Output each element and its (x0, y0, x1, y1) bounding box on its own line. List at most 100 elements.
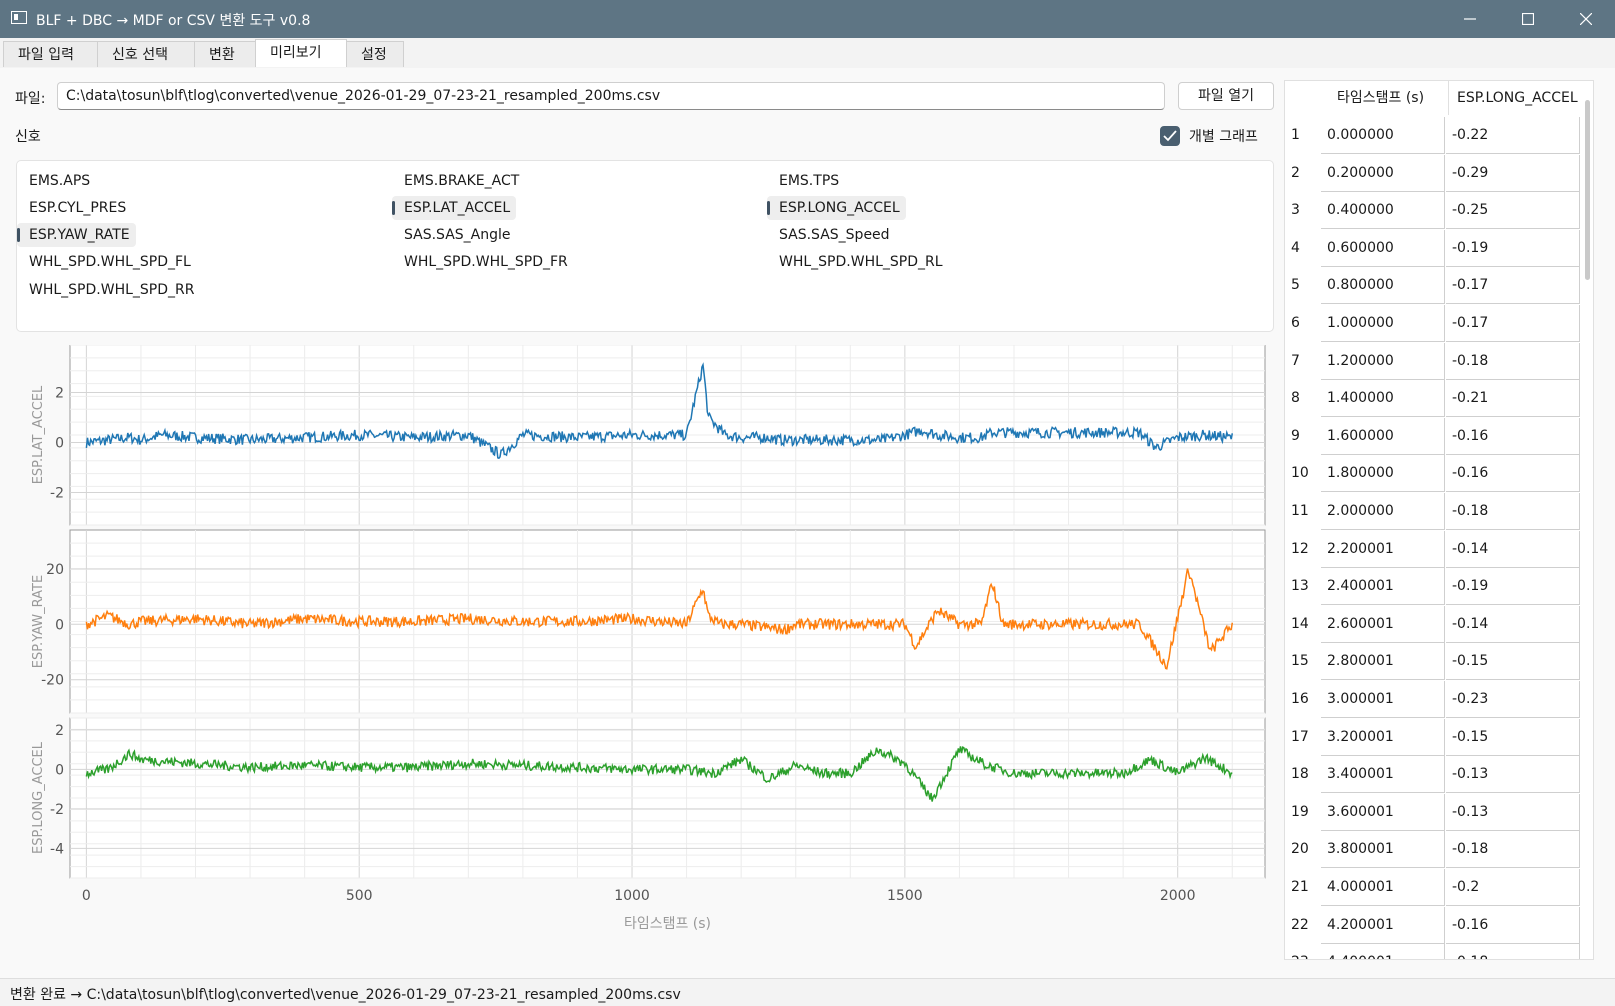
table-row[interactable]: 13 2.400001 -0.19 (1285, 568, 1581, 606)
table-row[interactable]: 8 1.400000 -0.21 (1285, 380, 1581, 418)
cell-long-accel[interactable]: -0.18 (1446, 493, 1580, 530)
cell-timestamp[interactable]: 3.600001 (1321, 793, 1445, 831)
cell-long-accel[interactable]: -0.17 (1446, 267, 1580, 305)
cell-timestamp[interactable]: 4.000001 (1321, 869, 1445, 906)
cell-long-accel[interactable]: -0.16 (1446, 455, 1580, 493)
row-index: 16 (1291, 691, 1309, 707)
table-scrollbar[interactable] (1585, 100, 1590, 280)
cell-long-accel[interactable]: -0.14 (1446, 605, 1580, 643)
cell-long-accel[interactable]: -0.19 (1446, 229, 1580, 267)
cell-timestamp[interactable]: 2.800001 (1321, 643, 1445, 681)
table-header-timestamp[interactable]: 타임스탬프 (s) (1337, 90, 1425, 106)
cell-long-accel[interactable]: -0.13 (1446, 756, 1580, 794)
cell-long-accel[interactable]: -0.16 (1446, 417, 1580, 455)
maximize-button[interactable] (1499, 0, 1557, 38)
table-row[interactable]: 10 1.800000 -0.16 (1285, 455, 1581, 493)
cell-long-accel[interactable]: -0.29 (1446, 154, 1580, 192)
signal-item[interactable]: ESP.CYL_PRES (29, 200, 127, 216)
cell-timestamp[interactable]: 2.400001 (1321, 568, 1445, 606)
table-row[interactable]: 19 3.600001 -0.13 (1285, 793, 1581, 832)
signal-item[interactable]: SAS.SAS_Speed (779, 227, 890, 243)
data-table[interactable]: 타임스탬프 (s) ESP.LONG_ACCEL 1 0.000000 -0.22 2… (1284, 80, 1594, 960)
table-row[interactable]: 11 2.000000 -0.18 (1285, 493, 1581, 531)
cell-timestamp[interactable]: 0.600000 (1321, 229, 1445, 267)
cell-long-accel[interactable]: -0.13 (1446, 793, 1580, 831)
cell-timestamp[interactable]: 4.400001 (1321, 944, 1445, 959)
cell-long-accel[interactable]: -0.18 (1446, 342, 1580, 380)
cell-timestamp[interactable]: 3.200001 (1321, 718, 1445, 756)
table-row[interactable]: 1 0.000000 -0.22 (1285, 117, 1581, 155)
cell-timestamp[interactable]: 2.200001 (1321, 530, 1445, 568)
signal-item[interactable]: WHL_SPD.WHL_SPD_RR (29, 282, 195, 298)
preview-plots[interactable]: 20-2ESP.LAT_ACCEL200-20ESP.YAW_RATE20-2-… (0, 345, 1275, 955)
signal-item-selected[interactable]: ESP.YAW_RATE (17, 223, 136, 247)
tab-preview[interactable]: 미리보기 (255, 39, 347, 67)
cell-long-accel[interactable]: -0.15 (1446, 643, 1580, 681)
cell-timestamp[interactable]: 1.400000 (1321, 380, 1445, 418)
cell-timestamp[interactable]: 1.000000 (1321, 305, 1445, 342)
cell-timestamp[interactable]: 3.400001 (1321, 756, 1445, 794)
cell-long-accel[interactable]: -0.23 (1446, 681, 1580, 718)
cell-long-accel[interactable]: -0.16 (1446, 906, 1580, 944)
cell-timestamp[interactable]: 2.000000 (1321, 493, 1445, 530)
table-row[interactable]: 14 2.600001 -0.14 (1285, 605, 1581, 644)
cell-timestamp[interactable]: 1.800000 (1321, 455, 1445, 493)
cell-timestamp[interactable]: 4.200001 (1321, 906, 1445, 944)
table-row[interactable]: 9 1.600000 -0.16 (1285, 417, 1581, 456)
cell-long-accel[interactable]: -0.18 (1446, 944, 1580, 959)
table-row[interactable]: 22 4.200001 -0.16 (1285, 906, 1581, 945)
cell-long-accel[interactable]: -0.2 (1446, 869, 1580, 906)
cell-long-accel[interactable]: -0.21 (1446, 380, 1580, 418)
table-row[interactable]: 3 0.400000 -0.25 (1285, 192, 1581, 230)
cell-long-accel[interactable]: -0.22 (1446, 117, 1580, 154)
signal-item-selected[interactable]: ESP.LAT_ACCEL (392, 196, 517, 220)
table-row[interactable]: 17 3.200001 -0.15 (1285, 718, 1581, 757)
signal-item-selected[interactable]: ESP.LONG_ACCEL (767, 196, 906, 220)
cell-timestamp[interactable]: 0.000000 (1321, 117, 1445, 154)
table-row[interactable]: 7 1.200000 -0.18 (1285, 342, 1581, 381)
cell-long-accel[interactable]: -0.25 (1446, 192, 1580, 230)
table-row[interactable]: 15 2.800001 -0.15 (1285, 643, 1581, 681)
cell-long-accel[interactable]: -0.17 (1446, 305, 1580, 342)
cell-long-accel[interactable]: -0.14 (1446, 530, 1580, 568)
tab-settings[interactable]: 설정 (346, 41, 404, 67)
cell-timestamp[interactable]: 2.600001 (1321, 605, 1445, 643)
tab-signal-select[interactable]: 신호 선택 (97, 41, 195, 67)
table-row[interactable]: 6 1.000000 -0.17 (1285, 305, 1581, 343)
close-button[interactable] (1557, 0, 1615, 38)
cell-timestamp[interactable]: 3.000001 (1321, 681, 1445, 718)
cell-timestamp[interactable]: 1.200000 (1321, 342, 1445, 380)
table-row[interactable]: 5 0.800000 -0.17 (1285, 267, 1581, 305)
signal-item[interactable]: WHL_SPD.WHL_SPD_FR (404, 254, 568, 270)
cell-long-accel[interactable]: -0.19 (1446, 568, 1580, 606)
table-header-long-accel[interactable]: ESP.LONG_ACCEL (1457, 90, 1578, 106)
table-row[interactable]: 4 0.600000 -0.19 (1285, 229, 1581, 268)
signal-item[interactable]: WHL_SPD.WHL_SPD_RL (779, 254, 943, 270)
signal-item[interactable]: SAS.SAS_Angle (404, 227, 511, 243)
individual-graph-checkbox[interactable] (1160, 126, 1180, 146)
table-row[interactable]: 2 0.200000 -0.29 (1285, 154, 1581, 193)
cell-timestamp[interactable]: 0.400000 (1321, 192, 1445, 230)
status-bar: 변환 완료 → C:\data\tosun\blf\tlog\converted… (0, 978, 1615, 1006)
table-row[interactable]: 23 4.400001-0.18 (1285, 944, 1581, 959)
signal-item[interactable]: EMS.TPS (779, 173, 840, 189)
table-row[interactable]: 18 3.400001 -0.13 (1285, 756, 1581, 794)
table-row[interactable]: 16 3.000001 -0.23 (1285, 681, 1581, 719)
table-row[interactable]: 12 2.200001 -0.14 (1285, 530, 1581, 569)
open-file-button[interactable]: 파일 열기 (1178, 82, 1274, 110)
cell-timestamp[interactable]: 0.800000 (1321, 267, 1445, 305)
table-row[interactable]: 21 4.000001 -0.2 (1285, 869, 1581, 907)
signal-item[interactable]: EMS.BRAKE_ACT (404, 173, 520, 189)
cell-long-accel[interactable]: -0.18 (1446, 831, 1580, 869)
signal-item[interactable]: WHL_SPD.WHL_SPD_FL (29, 254, 191, 270)
signal-item[interactable]: EMS.APS (29, 173, 91, 189)
tab-file-input[interactable]: 파일 입력 (3, 41, 98, 67)
cell-timestamp[interactable]: 3.800001 (1321, 831, 1445, 869)
table-row[interactable]: 20 3.800001 -0.18 (1285, 831, 1581, 869)
file-path-field[interactable]: C:\data\tosun\blf\tlog\converted\venue_2… (57, 82, 1165, 110)
cell-timestamp[interactable]: 1.600000 (1321, 417, 1445, 455)
tab-convert[interactable]: 변환 (194, 41, 256, 67)
minimize-button[interactable] (1441, 0, 1499, 38)
cell-timestamp[interactable]: 0.200000 (1321, 154, 1445, 192)
cell-long-accel[interactable]: -0.15 (1446, 718, 1580, 756)
